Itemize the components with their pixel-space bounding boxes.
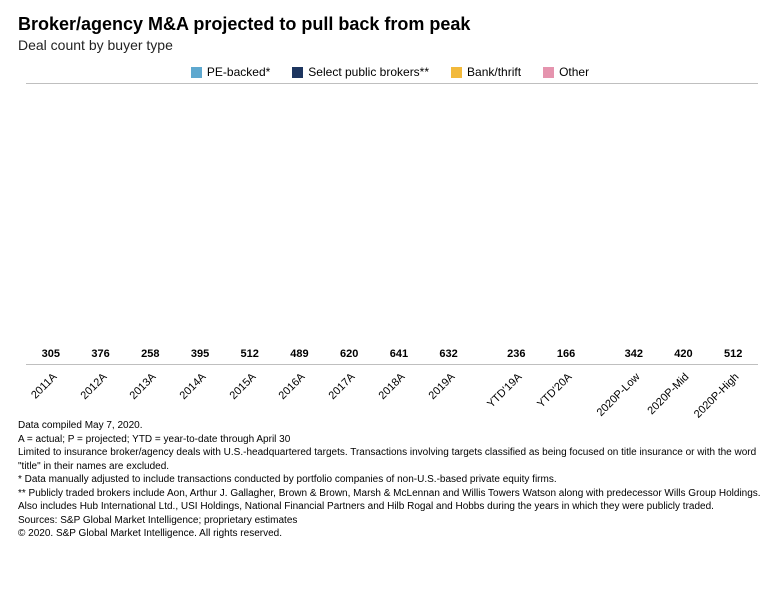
x-label-slot: 2011A [26, 365, 76, 413]
x-label: 2016A [277, 371, 308, 402]
legend-item-other: Other [543, 65, 589, 79]
bar-total-label: 620 [335, 348, 363, 360]
legend-label-other: Other [559, 65, 589, 79]
bar-total-label: 512 [719, 348, 747, 360]
x-label: 2015A [227, 371, 258, 402]
x-label: 2014A [178, 371, 209, 402]
footnote-line: A = actual; P = projected; YTD = year-to… [18, 433, 762, 447]
bar-total-label: 420 [669, 348, 697, 360]
bar-total-label: 376 [87, 348, 115, 360]
x-axis-labels: 2011A 2012A 2013A 2014A 2015A 2016A 2017A 2018A… [26, 365, 758, 413]
footnotes: Data compiled May 7, 2020.A = actual; P … [18, 419, 762, 541]
bar-total-label: 236 [502, 348, 530, 360]
bars-row: 305 376 258 395 512 489 620 641 632 236 166 342 420 5… [26, 84, 758, 364]
legend-swatch-public [292, 67, 303, 78]
legend-item-bank: Bank/thrift [451, 65, 521, 79]
bar-total-label: 166 [552, 348, 580, 360]
x-label-slot: 2018A [374, 365, 424, 413]
footnote-line: Limited to insurance broker/agency deals… [18, 446, 762, 473]
legend-label-public: Select public brokers** [308, 65, 429, 79]
bar-total-label: 305 [37, 348, 65, 360]
x-label: YTD'19A [485, 371, 524, 410]
legend-label-pe: PE-backed* [207, 65, 270, 79]
legend-swatch-bank [451, 67, 462, 78]
footnote-line: * Data manually adjusted to include tran… [18, 473, 762, 487]
plot-area: 305 376 258 395 512 489 620 641 632 236 166 342 420 5… [26, 83, 758, 365]
x-label: YTD'20A [535, 371, 574, 410]
bar-total-label: 489 [285, 348, 313, 360]
x-label: 2011A [29, 371, 59, 401]
footnote-line: Data compiled May 7, 2020. [18, 419, 762, 433]
legend-swatch-other [543, 67, 554, 78]
bar-total-label: 395 [186, 348, 214, 360]
bar-total-label: 632 [435, 348, 463, 360]
legend-label-bank: Bank/thrift [467, 65, 521, 79]
bar-total-label: 641 [385, 348, 413, 360]
footnote-line: ** Publicly traded brokers include Aon, … [18, 487, 762, 514]
chart-title: Broker/agency M&A projected to pull back… [18, 14, 762, 35]
legend-item-pe: PE-backed* [191, 65, 270, 79]
bar-total-label: 512 [236, 348, 264, 360]
bar-total-label: 342 [620, 348, 648, 360]
x-label-slot: 2013A [125, 365, 175, 413]
x-label: 2017A [327, 371, 358, 402]
x-label: 2012A [78, 371, 109, 402]
x-label-slot: 2016A [275, 365, 325, 413]
chart-subtitle: Deal count by buyer type [18, 37, 762, 53]
chart-area: 305 376 258 395 512 489 620 641 632 236 166 342 420 5… [18, 83, 762, 413]
legend: PE-backed* Select public brokers** Bank/th… [18, 59, 762, 81]
x-label-slot: 2012A [76, 365, 126, 413]
x-label-slot: YTD'19A [491, 365, 541, 413]
x-label-slot: 2015A [225, 365, 275, 413]
legend-swatch-pe [191, 67, 202, 78]
footnote-line: Sources: S&P Global Market Intelligence;… [18, 514, 762, 528]
x-label: 2018A [376, 371, 407, 402]
x-label-slot: YTD'20A [541, 365, 591, 413]
bar-total-label: 258 [136, 348, 164, 360]
legend-item-public: Select public brokers** [292, 65, 429, 79]
x-label: 2013A [128, 371, 159, 402]
x-label: 2019A [426, 371, 457, 402]
x-label-slot: 2017A [324, 365, 374, 413]
x-label-slot: 2020P-High [708, 365, 758, 413]
footnote-line: © 2020. S&P Global Market Intelligence. … [18, 527, 762, 541]
x-label-slot: 2019A [424, 365, 474, 413]
x-label-slot: 2014A [175, 365, 225, 413]
